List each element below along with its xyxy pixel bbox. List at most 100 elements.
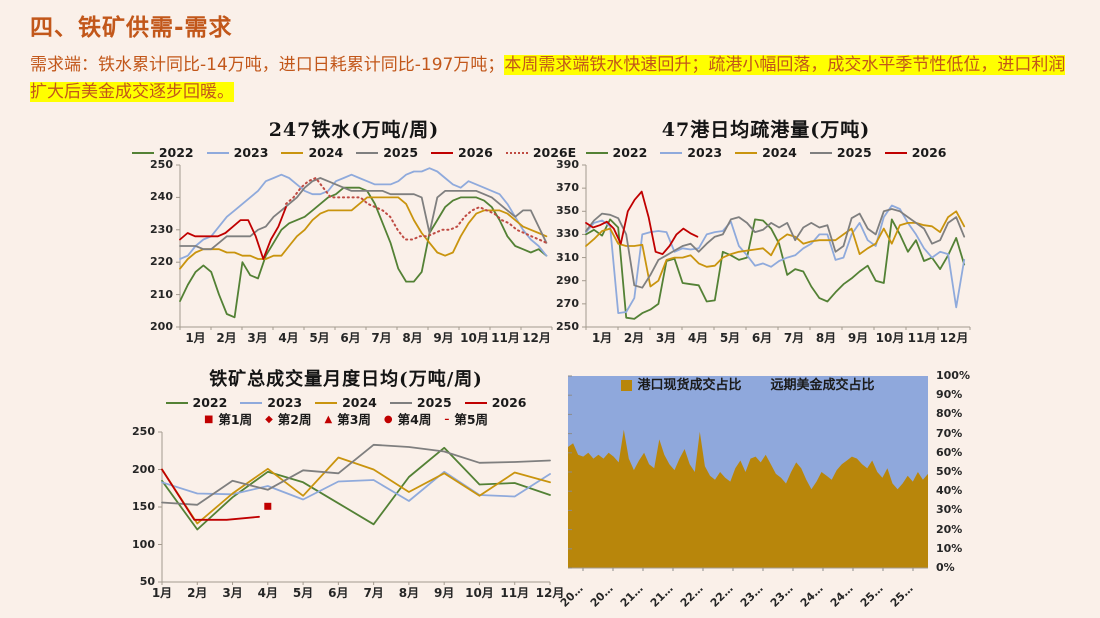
y-axis-label: 250 xyxy=(150,158,173,171)
chart-title: 47港日均疏港量(万吨) xyxy=(661,119,871,141)
series-line-2024 xyxy=(161,456,551,525)
legend-swatch xyxy=(315,401,338,404)
x-axis-label: 10月 xyxy=(460,331,489,345)
x-axis-label: 24… xyxy=(797,581,826,610)
y-axis-label: 210 xyxy=(150,287,173,301)
legend-item: 2024 xyxy=(735,144,797,161)
chart-total-volume: 铁矿总成交量月度日均(万吨/周) 2022 2023 2024 2025 2026 ■ 第… xyxy=(128,368,564,618)
legend-swatch xyxy=(585,151,608,154)
legend-item: 2026 xyxy=(884,144,946,161)
legend-item: 2026 xyxy=(464,394,526,411)
legend-label: 第3周 xyxy=(337,412,371,427)
y-axis-label: 50% xyxy=(936,465,963,478)
plot-svg xyxy=(582,164,971,330)
legend-label: 2025 xyxy=(383,145,419,160)
x-axis-label: 25… xyxy=(887,581,916,610)
x-axis-label: 4月 xyxy=(257,586,278,600)
legend-item: ■ 第1周 xyxy=(204,411,252,428)
legend-marker-glyph: ▲ xyxy=(324,413,333,425)
chart-legend: 2022 2023 2024 2025 2026 xyxy=(128,394,564,411)
legend-label: 2025 xyxy=(836,145,872,160)
y-axis-label: 150 xyxy=(132,500,155,513)
y-axis-label: 40% xyxy=(936,484,963,498)
legend-marker-glyph: ■ xyxy=(203,413,214,425)
legend-item: 2024 xyxy=(281,144,343,161)
chart-plot-wrap: 250 270 290 310 330 350 370 390 1月 2月 3月 4月 5月 6月 7月 8月… xyxy=(556,158,976,367)
x-axis-label: 5月 xyxy=(309,331,330,345)
y-axis-label: 80% xyxy=(936,407,963,421)
x-axis-label: 20… xyxy=(587,581,616,610)
series-line-2025 xyxy=(179,177,548,251)
x-axis-label: 3月 xyxy=(247,331,268,345)
legend-item: ◆ 第2周 xyxy=(265,411,311,428)
y-axis-label: 310 xyxy=(556,250,579,264)
series-line-2022 xyxy=(585,218,966,320)
x-axis-label: 10月 xyxy=(465,586,494,600)
x-axis-label: 21… xyxy=(617,581,646,610)
y-axis-label: 20% xyxy=(936,522,963,536)
x-axis-label: 1月 xyxy=(151,586,173,600)
plot-total-volume: 50 100 150 200 250 1月 2月 3月 4月 5月 6月 7月 8月 9月 10月 11月 12… xyxy=(132,425,564,600)
legend-item: 2022 xyxy=(131,144,194,161)
legend-item: 2025 xyxy=(356,144,418,161)
legend-item: 2024 xyxy=(315,394,377,411)
y-axis-label: 70% xyxy=(936,426,963,440)
legend-swatch xyxy=(809,151,832,154)
y-axis-label: 370 xyxy=(556,181,579,195)
legend-marker-glyph: ◆ xyxy=(265,413,273,425)
x-axis-label: 5月 xyxy=(292,586,314,600)
legend-label: 第1周 xyxy=(218,412,253,427)
x-axis-label: 23… xyxy=(767,581,796,610)
legend-swatch xyxy=(735,151,758,154)
x-axis-label: 6月 xyxy=(328,586,349,600)
legend-label: 港口现货成交占比 xyxy=(637,378,742,393)
legend-label: 2023 xyxy=(687,145,723,160)
x-axis-label: 2月 xyxy=(187,586,208,600)
series-line-2023 xyxy=(179,167,548,260)
legend-item: ● 第4周 xyxy=(384,411,431,428)
legend-label: 2026 xyxy=(458,145,493,160)
series-line-2025 xyxy=(585,208,966,289)
legend-item: – 第5周 xyxy=(444,411,488,428)
chart-trade-share: 0% 10% 20% 30% 40% 50% 60% 70% 80% 90% 100% 20… 20… 2… xyxy=(558,369,1000,616)
y-axis-label: 230 xyxy=(150,222,173,236)
series-line-2026 xyxy=(585,190,699,255)
chart-hot-metal: 247铁水(万吨/周) 2022 2023 2024 2025 2026 2026E 20… xyxy=(131,118,576,367)
legend-label: 2024 xyxy=(308,145,344,160)
chart-plot-wrap: 50 100 150 200 250 1月 2月 3月 4月 5月 6月 7月 8月 9月 10月 11月 12… xyxy=(128,425,564,618)
y-axis-label: 350 xyxy=(556,204,579,218)
chart-port-throughput: 47港日均疏港量(万吨) 2022 2023 2024 2025 2026 250 270… xyxy=(556,118,976,367)
x-axis-label: 12月 xyxy=(522,331,551,345)
series-line-2026 xyxy=(161,468,260,521)
legend-item: 2022 xyxy=(165,394,228,411)
legend-swatch xyxy=(431,151,454,154)
legend-label: 2022 xyxy=(612,145,648,160)
y-axis-label: 0% xyxy=(936,561,955,574)
plot-svg xyxy=(568,375,928,571)
series-line-2023 xyxy=(585,204,966,315)
x-axis-label: 12月 xyxy=(535,586,565,600)
x-axis-label: 4月 xyxy=(687,331,709,345)
y-axis-label: 250 xyxy=(132,425,155,438)
x-axis-label: 9月 xyxy=(847,331,869,345)
x-axis-label: 25… xyxy=(857,581,886,610)
legend-swatch xyxy=(240,401,263,404)
legend-swatch xyxy=(206,151,229,154)
chart-marker-legend: ■ 第1周 ◆ 第2周 ▲ 第3周 ● 第4周 – 第5周 xyxy=(128,411,564,428)
x-axis-label: 7月 xyxy=(371,331,392,345)
y-axis-label: 240 xyxy=(150,190,173,204)
x-axis-label: 10月 xyxy=(875,331,905,345)
legend-item: 2025 xyxy=(389,394,452,411)
x-axis-label: 24… xyxy=(827,581,856,610)
plot-hot-metal: 200 210 220 230 240 250 1月 2月 3月 4月 5月 6月 7月 8月 9月 10月 1… xyxy=(150,158,553,345)
y-axis-label: 390 xyxy=(556,158,579,171)
series-line-2023 xyxy=(161,470,551,502)
legend-swatch xyxy=(884,151,907,154)
series-line-2026E xyxy=(285,177,548,244)
x-axis-label: 6月 xyxy=(340,331,361,345)
legend-label: 2022 xyxy=(192,395,228,410)
legend-label: 2023 xyxy=(267,395,303,410)
chart-title: 铁矿总成交量月度日均(万吨/周) xyxy=(209,369,483,390)
legend-label: 2022 xyxy=(158,145,194,160)
x-axis-label: 11月 xyxy=(907,331,937,345)
